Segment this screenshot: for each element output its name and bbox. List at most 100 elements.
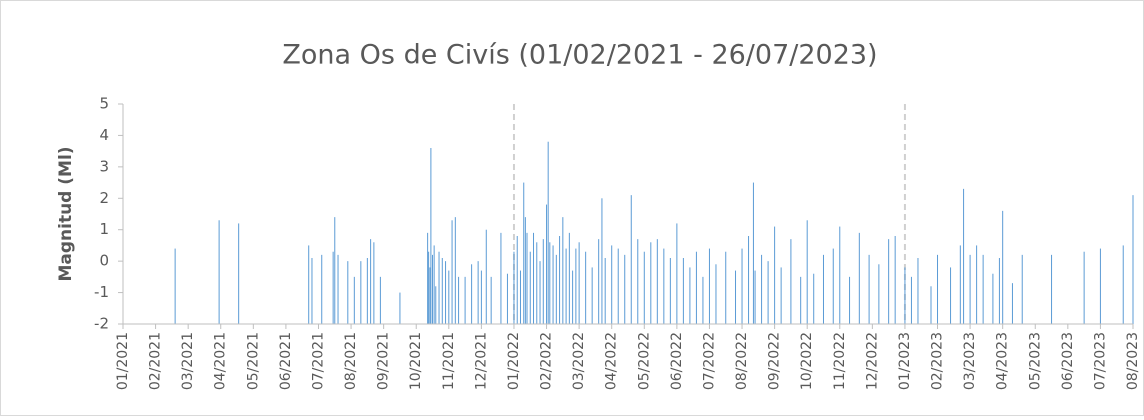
x-tick-label: 05/2021 <box>245 332 261 390</box>
spike <box>735 270 737 324</box>
spike <box>555 254 557 324</box>
spike <box>650 242 652 324</box>
x-tick-label: 11/2022 <box>832 332 848 390</box>
spike <box>624 254 626 324</box>
spike <box>790 239 792 324</box>
spike <box>849 276 851 324</box>
y-tick-label: 0 <box>99 252 109 270</box>
spike <box>218 220 220 324</box>
x-tick-label: 08/2023 <box>1125 332 1141 390</box>
spike <box>839 226 841 324</box>
spike <box>435 286 437 324</box>
spike <box>546 204 548 324</box>
x-tick-label: 04/2022 <box>604 332 620 390</box>
spike <box>822 254 824 324</box>
spike <box>445 261 447 324</box>
spike <box>529 251 531 324</box>
x-tick-label: 09/2021 <box>376 332 392 390</box>
spike <box>353 276 355 324</box>
x-tick-label: 10/2021 <box>408 332 424 390</box>
spike <box>454 217 456 324</box>
x-tick-label: 03/2022 <box>571 332 587 390</box>
spike <box>549 242 551 324</box>
spike <box>591 267 593 324</box>
spike <box>575 248 577 324</box>
spike <box>930 286 932 324</box>
spike <box>370 239 372 324</box>
spike <box>601 198 603 324</box>
spike <box>904 267 906 324</box>
y-tick-label: 4 <box>99 126 109 144</box>
spike <box>767 261 769 324</box>
spike <box>360 261 362 324</box>
spike <box>611 245 613 324</box>
spike <box>552 245 554 324</box>
spike <box>321 254 323 324</box>
spike <box>516 236 518 324</box>
spike <box>1083 251 1085 324</box>
spike <box>998 258 1000 324</box>
spike <box>858 232 860 324</box>
spike <box>878 264 880 324</box>
spike <box>800 276 802 324</box>
spike <box>500 232 502 324</box>
spike <box>780 267 782 324</box>
spike <box>578 242 580 324</box>
x-tick-label: 05/2023 <box>1027 332 1043 390</box>
spike <box>562 217 564 324</box>
spike <box>656 239 658 324</box>
spike <box>337 254 339 324</box>
spike <box>669 258 671 324</box>
spike <box>568 232 570 324</box>
x-tick-label: 06/2021 <box>278 332 294 390</box>
spike <box>536 242 538 324</box>
spike <box>526 232 528 324</box>
spike <box>428 251 430 324</box>
x-tick-label: 02/2022 <box>539 332 555 390</box>
x-tick-label: 03/2023 <box>962 332 978 390</box>
spike <box>542 239 544 324</box>
x-tick-label: 11/2021 <box>441 332 457 390</box>
x-tick-label: 03/2021 <box>180 332 196 390</box>
spike <box>774 226 776 324</box>
spike <box>741 248 743 324</box>
spike <box>547 141 549 324</box>
spike <box>441 258 443 324</box>
spike <box>430 148 432 324</box>
y-tick-label: -1 <box>94 283 109 301</box>
spike <box>754 270 756 324</box>
x-tick-label: 01/2022 <box>506 332 522 390</box>
spike <box>963 188 965 324</box>
spike <box>1002 210 1004 324</box>
spike <box>630 195 632 324</box>
spike <box>373 242 375 324</box>
spike <box>174 248 176 324</box>
spike <box>708 248 710 324</box>
spike <box>725 251 727 324</box>
spike <box>1132 195 1134 324</box>
x-tick-label: 12/2022 <box>864 332 880 390</box>
spike <box>433 245 435 324</box>
spike <box>238 223 240 324</box>
spike <box>663 248 665 324</box>
x-tick-label: 07/2023 <box>1092 332 1108 390</box>
x-tick-label: 06/2023 <box>1060 332 1076 390</box>
spike <box>910 276 912 324</box>
spike <box>308 245 310 324</box>
spike <box>429 267 431 324</box>
spike <box>480 270 482 324</box>
spike <box>513 251 515 324</box>
spike <box>451 220 453 324</box>
spike <box>523 182 525 324</box>
spike <box>752 182 754 324</box>
x-tick-label: 02/2021 <box>148 332 164 390</box>
spike <box>438 251 440 324</box>
spike <box>332 251 334 324</box>
spike <box>604 258 606 324</box>
spike <box>1011 283 1013 324</box>
spike <box>519 270 521 324</box>
spike <box>506 273 508 324</box>
spike <box>585 251 587 324</box>
spike <box>888 239 890 324</box>
